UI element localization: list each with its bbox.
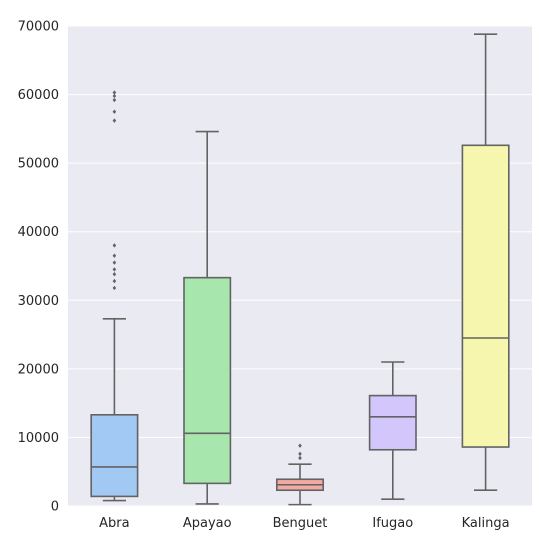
plot-background: [68, 26, 532, 506]
outlier-point: [112, 243, 117, 248]
x-tick-label: Abra: [99, 516, 129, 531]
box-plots: [90, 33, 510, 506]
outlier-point: [112, 90, 117, 95]
x-tick-label: Kalinga: [462, 516, 510, 531]
box-group-abra: [90, 90, 139, 502]
y-tick-label: 0: [51, 500, 59, 515]
outlier-point: [298, 451, 302, 457]
y-tick-label: 50000: [18, 157, 59, 172]
outlier-point: [112, 93, 117, 99]
box: [183, 276, 232, 485]
x-tick-label: Ifugao: [372, 516, 413, 531]
outlier-point: [298, 443, 302, 448]
x-tick-label: Apayao: [183, 516, 232, 531]
outlier-point: [112, 97, 117, 103]
y-tick-label: 10000: [18, 431, 59, 446]
outlier-point: [112, 278, 117, 284]
outlier-point: [112, 267, 117, 272]
outlier-point: [298, 455, 302, 461]
box-group-benguet: [275, 443, 324, 506]
box: [368, 394, 417, 451]
outlier-point: [112, 285, 117, 291]
box-group-ifugao: [368, 361, 417, 500]
y-tick-label: 30000: [18, 294, 59, 309]
box-group-apayao: [183, 130, 232, 505]
box-group-kalinga: [461, 33, 510, 492]
y-tick-label: 20000: [18, 362, 59, 377]
x-axis-tick-labels: Abra Apayao Benguet Ifugao Kalinga: [99, 516, 509, 531]
box: [90, 413, 139, 498]
y-tick-label: 70000: [18, 20, 59, 35]
outlier-point: [112, 272, 117, 277]
y-tick-label: 40000: [18, 225, 59, 240]
grid-lines: [68, 25, 532, 507]
x-tick-label: Benguet: [273, 516, 328, 531]
outlier-point: [112, 118, 117, 123]
outlier-point: [112, 260, 117, 265]
box: [461, 144, 510, 448]
outlier-point: [112, 109, 117, 114]
y-axis-tick-labels: 0 10000 20000 30000 40000 50000 60000 70000: [18, 20, 59, 515]
y-tick-label: 60000: [18, 88, 59, 103]
outlier-point: [112, 253, 117, 258]
